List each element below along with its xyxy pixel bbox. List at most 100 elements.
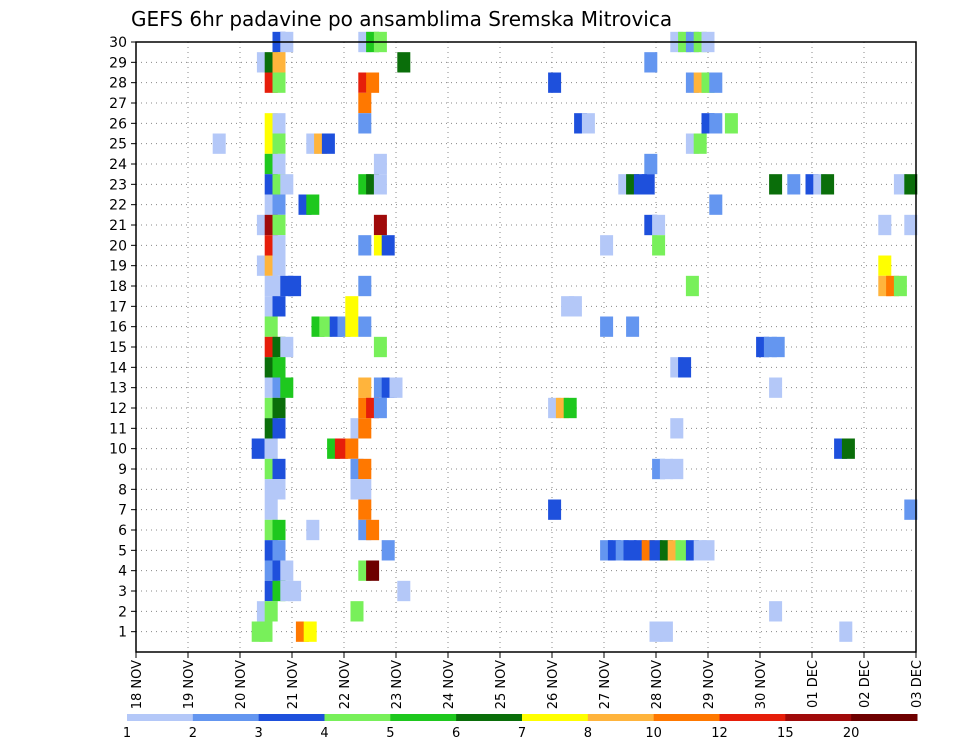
x-tick-label: 02 DEC	[858, 660, 873, 708]
legend-swatch	[653, 714, 720, 721]
x-tick-label: 27 NOV	[598, 660, 613, 709]
y-tick-label: 16	[109, 320, 127, 336]
precip-cell	[670, 418, 684, 439]
precip-cell	[334, 438, 348, 459]
legend-swatch	[522, 714, 589, 721]
precip-cell	[893, 174, 907, 195]
precip-cell	[381, 540, 395, 561]
precip-cell	[701, 540, 715, 561]
precip-cell	[321, 133, 335, 154]
precip-cell	[272, 133, 286, 154]
grid	[136, 42, 917, 652]
precip-cell	[358, 235, 372, 256]
precip-cell	[389, 377, 403, 398]
precip-cell	[358, 479, 372, 500]
y-tick-label: 7	[118, 503, 127, 519]
precip-cell	[878, 214, 892, 236]
x-tick-label: 24 NOV	[442, 660, 457, 709]
y-tick-label: 5	[118, 543, 127, 559]
precip-cell	[641, 174, 655, 195]
precip-cell	[373, 153, 387, 175]
y-tick-label: 26	[109, 116, 127, 132]
precip-cell	[839, 621, 853, 642]
precip-cell	[548, 72, 562, 93]
legend-swatch	[785, 714, 852, 721]
precip-cell	[306, 194, 320, 215]
precip-cell	[623, 540, 637, 561]
y-tick-label: 17	[109, 299, 127, 315]
precip-cell	[358, 316, 372, 337]
y-tick-label: 1	[118, 625, 127, 641]
x-tick-label: 01 DEC	[806, 660, 821, 708]
precip-cell	[272, 458, 286, 480]
y-tick-label: 28	[109, 76, 127, 92]
precip-cell	[769, 377, 783, 398]
precip-cell	[821, 174, 835, 195]
precip-cell	[288, 580, 302, 602]
legend-swatch	[587, 714, 655, 721]
legend-label: 5	[386, 726, 394, 741]
precip-cell	[272, 214, 286, 236]
precip-cell	[581, 113, 595, 134]
precip-cell	[685, 275, 699, 297]
precip-cell	[769, 601, 783, 622]
x-tick-label: 18 NOV	[130, 660, 145, 709]
precip-cell	[272, 397, 286, 419]
y-tick-label: 10	[109, 442, 127, 458]
x-tick-label: 03 DEC	[910, 660, 925, 708]
precip-cell	[280, 336, 294, 358]
precip-cell	[264, 601, 278, 622]
y-tick-label: 14	[109, 360, 127, 376]
y-tick-label: 12	[109, 401, 127, 417]
precip-cell	[724, 113, 738, 134]
legend-label: 6	[452, 726, 460, 741]
y-tick-label: 8	[118, 482, 127, 498]
precip-cell	[397, 52, 411, 73]
legend-label: 1	[123, 726, 131, 741]
y-tick-label: 27	[109, 96, 127, 112]
precip-cell	[373, 336, 387, 358]
precip-cell	[366, 519, 380, 541]
precip-cell	[303, 621, 317, 642]
precip-cell	[272, 153, 286, 175]
precip-cell	[350, 601, 364, 622]
legend-swatch	[324, 714, 391, 721]
y-tick-label: 24	[109, 157, 127, 173]
x-tick-label: 29 NOV	[702, 660, 717, 709]
precip-cell	[264, 499, 278, 520]
x-tick-label: 19 NOV	[182, 660, 197, 709]
precip-cell	[548, 499, 562, 520]
x-tick-label: 20 NOV	[234, 660, 249, 709]
precip-cell	[280, 174, 294, 195]
precip-cell	[272, 52, 286, 73]
precip-cell	[272, 479, 286, 500]
legend-label: 20	[843, 726, 860, 741]
precip-cell	[652, 214, 666, 236]
precip-cell	[670, 458, 684, 480]
precip-cell	[397, 580, 411, 602]
precip-cell	[904, 214, 918, 236]
x-tick-label: 26 NOV	[546, 660, 561, 709]
precip-cell	[644, 52, 658, 73]
y-tick-label: 4	[118, 564, 127, 580]
precip-cell	[358, 275, 372, 297]
legend-label: 12	[711, 726, 728, 741]
precip-cell	[264, 316, 278, 337]
precip-cell	[272, 194, 286, 215]
precip-cell	[345, 296, 359, 317]
y-tick-label: 2	[118, 604, 127, 620]
precip-cell	[345, 438, 359, 459]
y-tick-label: 19	[109, 259, 127, 275]
precip-cell	[280, 377, 294, 398]
precip-cell	[358, 499, 372, 520]
legend-label: 8	[584, 726, 592, 741]
legend: 1 2 3 4 5 6 7 8 10 12 15 20	[123, 714, 918, 741]
precip-cell	[709, 194, 723, 215]
precip-cell	[841, 438, 855, 459]
precip-cell	[878, 255, 892, 276]
precip-cell	[373, 214, 387, 236]
x-tick-label: 23 NOV	[390, 660, 405, 709]
precip-cell	[600, 316, 614, 337]
y-tick-label: 13	[109, 381, 127, 397]
precip-cell	[649, 621, 663, 642]
